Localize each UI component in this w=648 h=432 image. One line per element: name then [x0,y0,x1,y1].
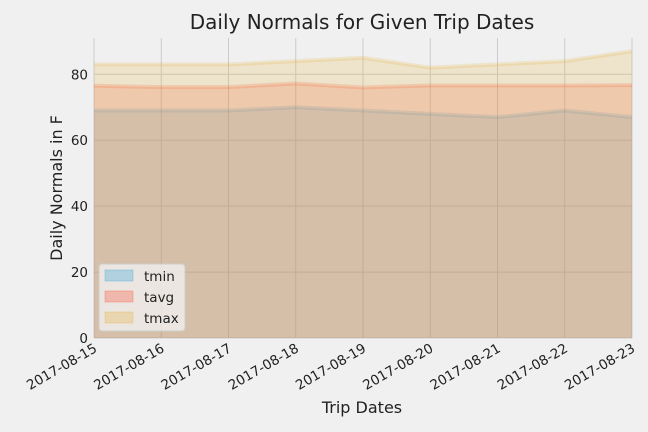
y-tick-label: 40 [71,199,88,215]
y-tick-label: 80 [71,67,88,83]
y-tick-label: 60 [71,133,88,149]
x-tick-label: 2017-08-15 [24,341,100,394]
chart-title: Daily Normals for Given Trip Dates [190,10,535,34]
x-tick-label: 2017-08-20 [360,341,436,394]
line-tavg [93,81,633,90]
x-tick-label: 2017-08-18 [226,341,302,394]
area-tavg [94,83,632,338]
area-tmax [94,51,632,338]
legend-label-tmin: tmin [144,269,175,285]
x-tick-label: 2017-08-19 [293,341,369,394]
area-tmin [94,107,632,338]
y-axis-ticks: 0 20 40 60 80 [71,67,88,347]
x-tick-label: 2017-08-16 [91,341,167,394]
legend-swatch-tmin [104,269,134,282]
y-tick-label: 20 [71,265,88,281]
x-tick-label: 2017-08-17 [159,341,235,394]
x-axis-ticks: 2017-08-152017-08-162017-08-172017-08-18… [24,341,638,394]
x-tick-label: 2017-08-23 [562,341,638,394]
legend-label-tmax: tmax [144,311,179,327]
line-tmin [94,105,633,120]
area-series [93,49,633,338]
legend: tmin tavg tmax [98,263,186,332]
legend-label-tavg: tavg [144,290,174,306]
line-tmax [94,49,633,70]
legend-swatch-tavg [104,290,134,303]
x-tick-label: 2017-08-21 [428,341,504,394]
y-tick-label: 0 [79,331,88,347]
x-tick-label: 2017-08-22 [495,341,571,394]
legend-swatch-tmax [104,311,134,324]
grid-lines [93,38,633,339]
legend-box [98,263,186,332]
y-axis-label: Daily Normals in F [47,115,66,261]
x-axis-label: Trip Dates [321,398,402,417]
